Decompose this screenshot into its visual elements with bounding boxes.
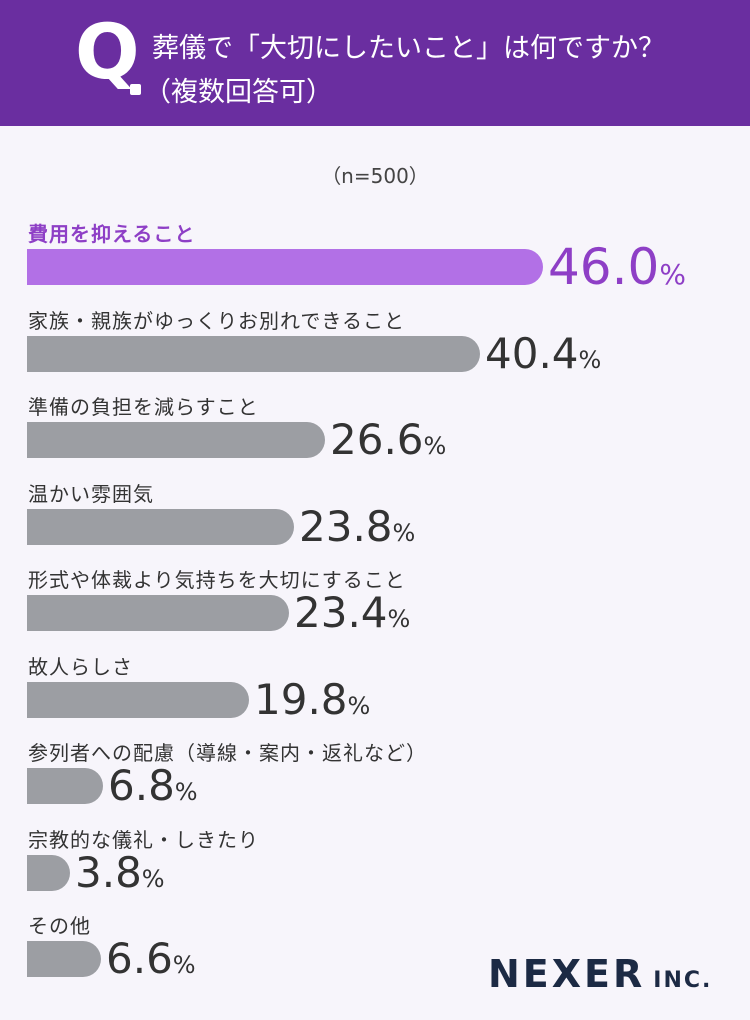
value-unit: % xyxy=(347,691,371,720)
category-label: その他 xyxy=(28,914,91,938)
value-unit: % xyxy=(172,951,196,979)
bar xyxy=(27,941,101,977)
category-label: 参列者への配慮（導線・案内・返礼など） xyxy=(28,741,427,765)
bar xyxy=(27,681,249,718)
value-unit: % xyxy=(392,518,416,547)
value-number: 46.0 xyxy=(548,238,660,296)
category-label: 費用を抑えること xyxy=(28,222,196,246)
sample-size-note: （n=500） xyxy=(321,164,429,188)
value-unit: % xyxy=(659,258,686,291)
value-label: 19.8% xyxy=(254,678,371,721)
value-unit: % xyxy=(141,864,165,893)
bar xyxy=(27,595,289,631)
value-number: 26.6 xyxy=(330,415,424,464)
value-label: 6.8% xyxy=(108,765,198,807)
bar xyxy=(27,335,480,372)
value-unit: % xyxy=(423,432,447,460)
category-label: 家族・親族がゆっくりお別れできること xyxy=(28,308,405,333)
category-label: 故人らしさ xyxy=(28,654,133,679)
question-header: Q 葬儀で「大切にしたいこと」は何ですか？ （複数回答可） xyxy=(0,0,750,126)
value-number: 3.8 xyxy=(75,847,142,897)
value-number: 6.8 xyxy=(108,761,175,810)
bar xyxy=(27,422,325,458)
value-label: 23.8% xyxy=(299,505,416,548)
value-unit: % xyxy=(387,605,411,633)
question-q-letter: Q xyxy=(75,7,140,96)
category-label: 準備の負担を減らすこと xyxy=(28,395,259,419)
value-number: 23.4 xyxy=(294,588,388,637)
question-title-line2: （複数回答可） xyxy=(144,77,333,108)
value-label: 26.6% xyxy=(330,419,446,461)
value-number: 23.8 xyxy=(299,501,393,551)
value-label: 40.4% xyxy=(485,332,602,375)
bar xyxy=(27,854,70,891)
category-label: 温かい雰囲気 xyxy=(28,481,154,506)
value-unit: % xyxy=(174,778,198,806)
logo-main-text: NEXER xyxy=(488,952,646,996)
value-number: 6.6 xyxy=(106,934,173,983)
bar xyxy=(27,508,294,545)
value-number: 19.8 xyxy=(254,674,348,724)
value-label: 46.0% xyxy=(548,242,686,292)
value-label: 6.6% xyxy=(106,938,196,980)
question-title-line1: 葬儀で「大切にしたいこと」は何ですか？ xyxy=(152,33,665,64)
bar xyxy=(27,768,103,804)
category-label: 宗教的な儀礼・しきたり xyxy=(28,827,259,852)
question-q-dot xyxy=(130,84,141,95)
logo-sub-text: INC. xyxy=(653,968,713,993)
nexer-logo: NEXER INC. xyxy=(488,955,712,993)
value-label: 3.8% xyxy=(75,851,165,894)
bar xyxy=(27,249,543,285)
value-label: 23.4% xyxy=(294,592,410,634)
category-label: 形式や体裁より気持ちを大切にすること xyxy=(28,568,406,592)
value-number: 40.4 xyxy=(485,328,579,378)
value-unit: % xyxy=(578,345,602,374)
